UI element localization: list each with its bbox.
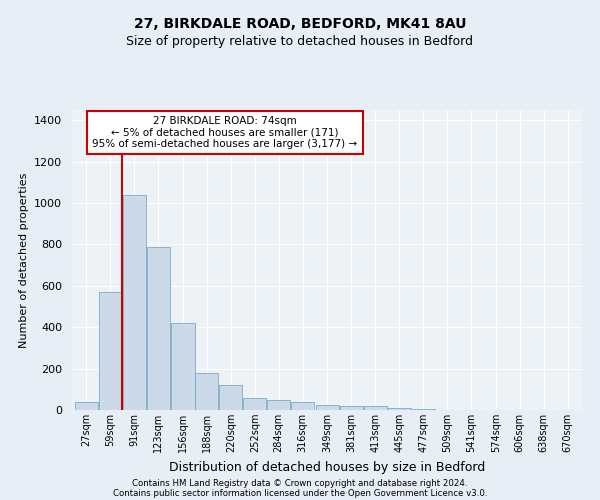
Text: 27, BIRKDALE ROAD, BEDFORD, MK41 8AU: 27, BIRKDALE ROAD, BEDFORD, MK41 8AU bbox=[134, 18, 466, 32]
Bar bbox=[364, 406, 387, 410]
Text: Contains public sector information licensed under the Open Government Licence v3: Contains public sector information licen… bbox=[113, 488, 487, 498]
X-axis label: Distribution of detached houses by size in Bedford: Distribution of detached houses by size … bbox=[169, 460, 485, 473]
Bar bbox=[172, 323, 194, 410]
Bar bbox=[291, 402, 314, 410]
Y-axis label: Number of detached properties: Number of detached properties bbox=[19, 172, 29, 348]
Bar bbox=[195, 373, 218, 410]
Text: 27 BIRKDALE ROAD: 74sqm
← 5% of detached houses are smaller (171)
95% of semi-de: 27 BIRKDALE ROAD: 74sqm ← 5% of detached… bbox=[92, 116, 358, 149]
Text: Size of property relative to detached houses in Bedford: Size of property relative to detached ho… bbox=[127, 35, 473, 48]
Bar bbox=[122, 195, 146, 410]
Bar bbox=[243, 398, 266, 410]
Bar bbox=[412, 409, 435, 410]
Bar bbox=[219, 385, 242, 410]
Bar bbox=[267, 400, 290, 410]
Bar bbox=[388, 408, 411, 410]
Bar bbox=[316, 405, 339, 410]
Bar bbox=[99, 292, 122, 410]
Bar bbox=[146, 246, 170, 410]
Bar bbox=[75, 402, 98, 410]
Bar bbox=[340, 406, 363, 410]
Text: Contains HM Land Registry data © Crown copyright and database right 2024.: Contains HM Land Registry data © Crown c… bbox=[132, 478, 468, 488]
